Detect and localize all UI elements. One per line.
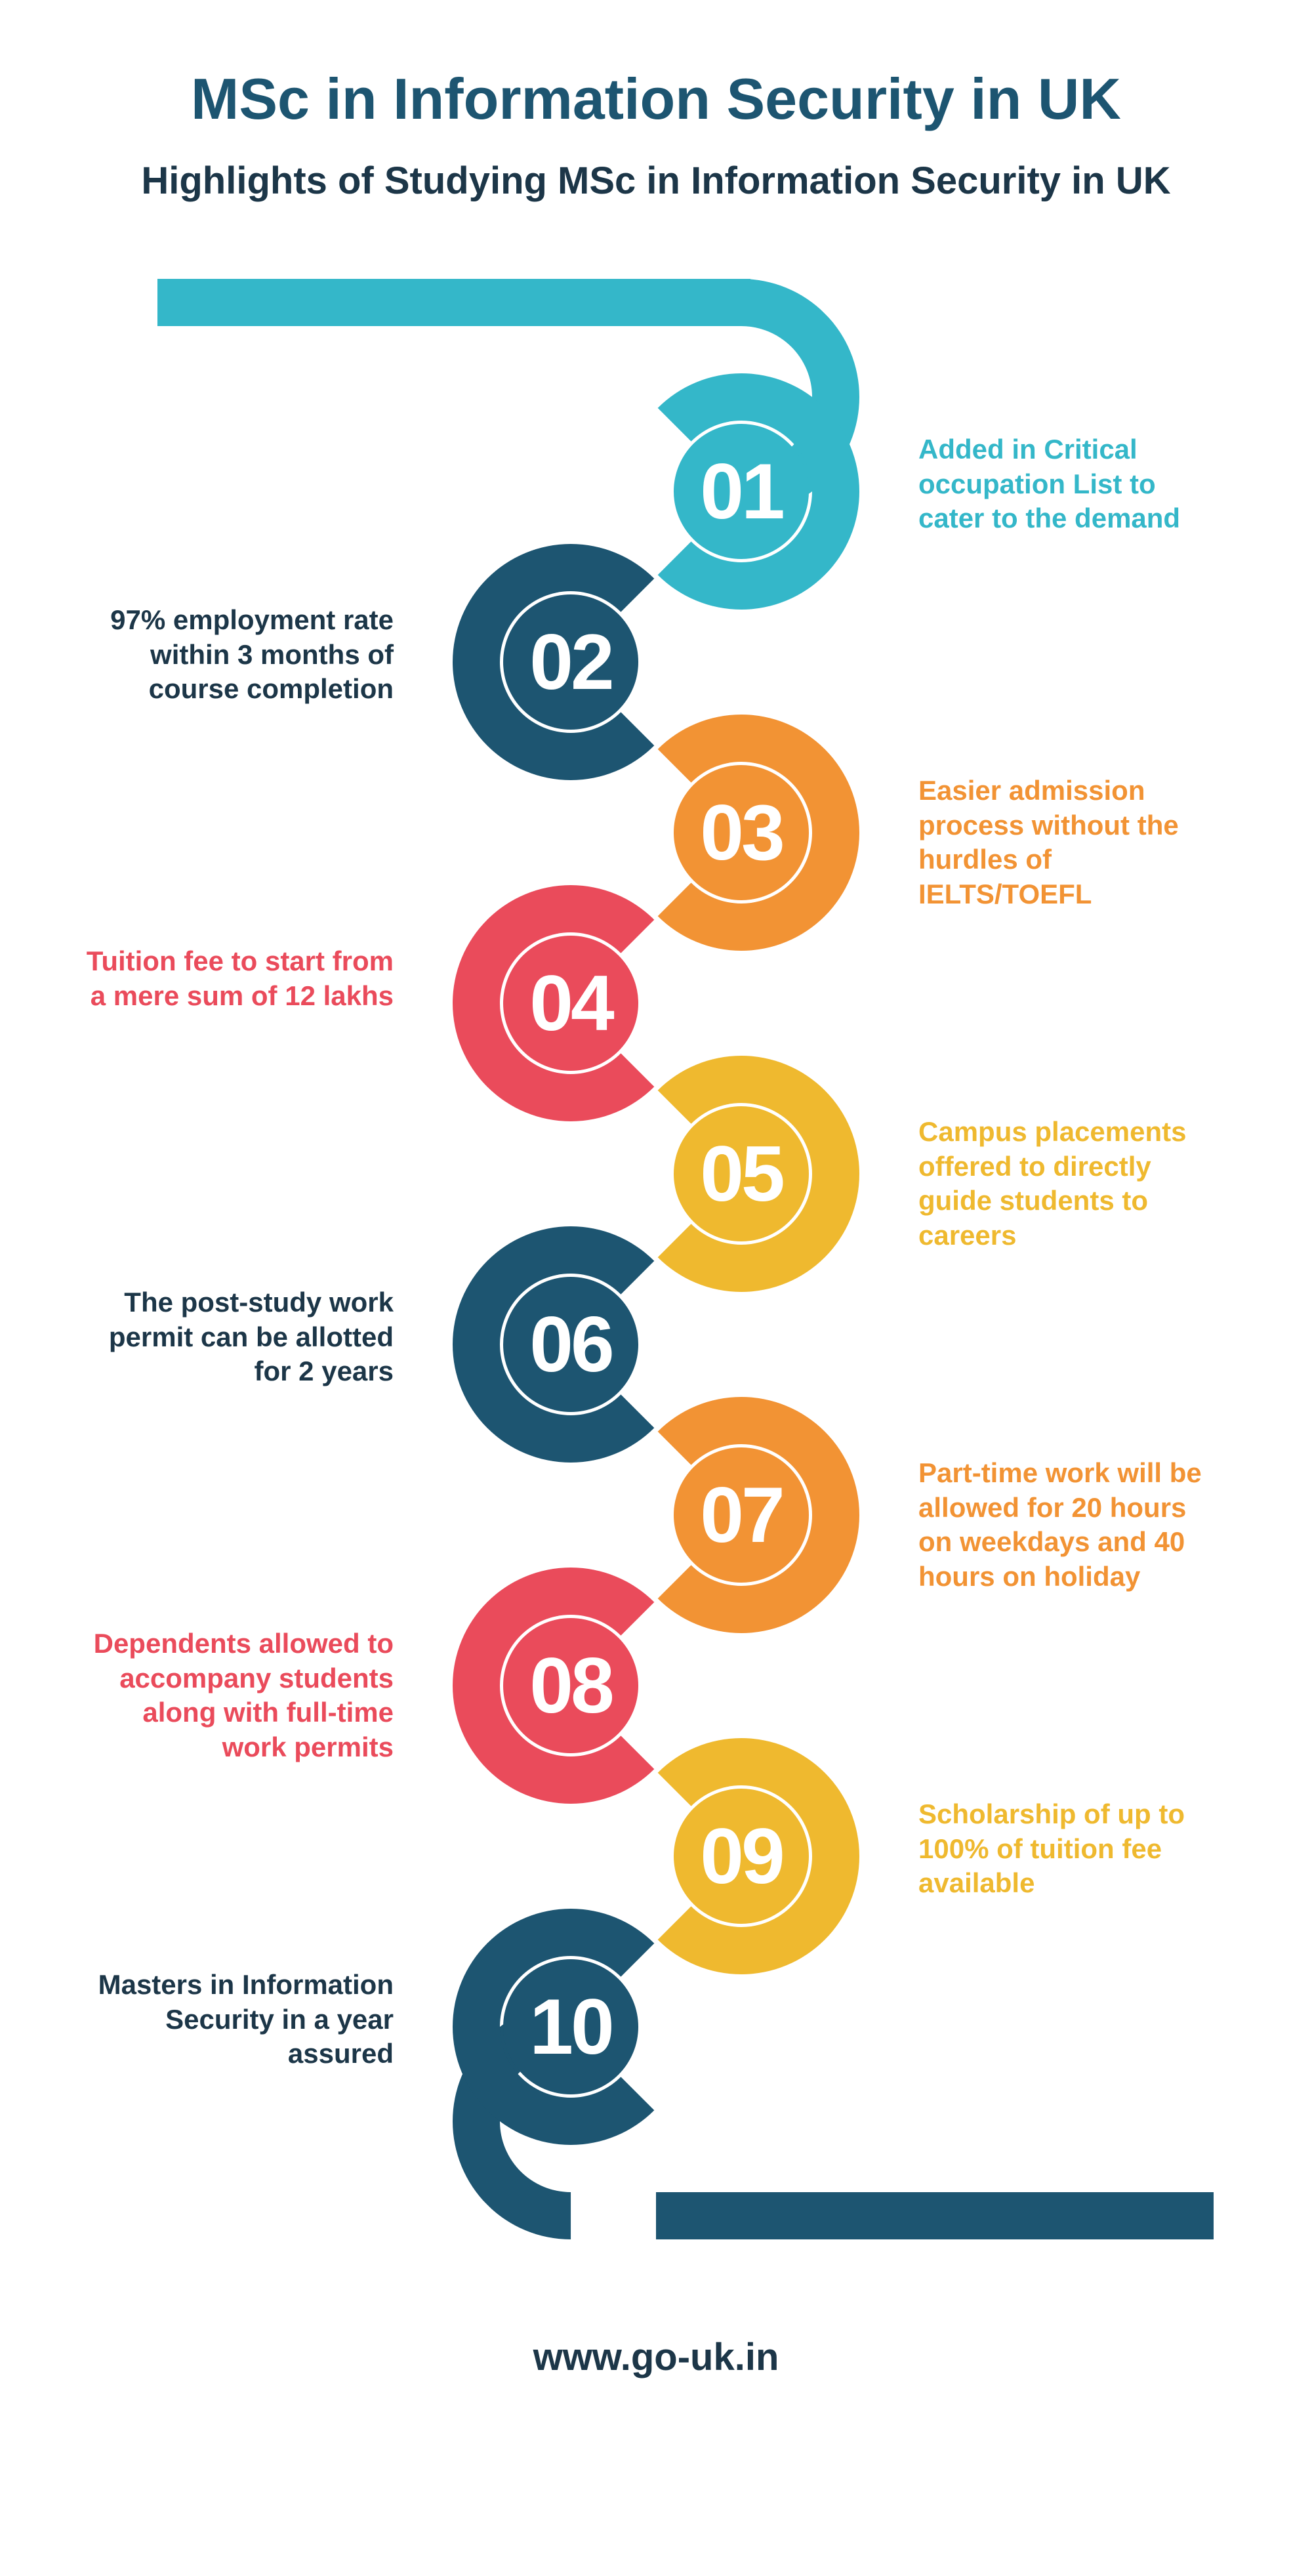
bottom-bar [656,2192,1214,2239]
number-circle: 10 [503,1959,638,2094]
item-caption: Part-time work will be allowed for 20 ho… [918,1456,1227,1594]
number-circle: 03 [674,765,809,900]
number-circle: 01 [674,424,809,559]
number-circle: 09 [674,1789,809,1924]
page-title: MSc in Information Security in UK [191,66,1121,133]
item-number: 04 [529,958,611,1049]
item-caption: Campus placements offered to directly gu… [918,1115,1227,1253]
item-caption: Scholarship of up to 100% of tuition fee… [918,1797,1227,1901]
number-circle: 08 [503,1618,638,1753]
infographic-chain: 01 Added in Critical occupation List to c… [66,373,1246,2263]
page-subtitle: Highlights of Studying MSc in Informatio… [141,159,1170,203]
number-circle: 02 [503,594,638,730]
item-number: 09 [700,1811,782,1901]
item-caption: The post-study work permit can be allott… [85,1285,394,1389]
item-number: 10 [529,1982,611,2072]
item-caption: Easier admission process without the hur… [918,774,1227,911]
item-caption: Masters in Information Security in a yea… [85,1968,394,2071]
item-caption: Dependents allowed to accompany students… [85,1627,394,1764]
top-bar [157,279,750,326]
number-circle: 04 [503,936,638,1071]
footer-url: www.go-uk.in [533,2335,779,2379]
item-caption: 97% employment rate within 3 months of c… [85,603,394,707]
item-number: 06 [529,1299,611,1390]
item-number: 05 [700,1129,782,1219]
item-caption: Tuition fee to start from a mere sum of … [85,944,394,1013]
number-circle: 06 [503,1277,638,1412]
item-number: 08 [529,1640,611,1731]
number-circle: 07 [674,1447,809,1583]
item-number: 02 [529,617,611,707]
item-number: 01 [700,446,782,537]
item-number: 03 [700,787,782,878]
number-circle: 05 [674,1106,809,1241]
item-number: 07 [700,1470,782,1560]
item-caption: Added in Critical occupation List to cat… [918,432,1227,536]
